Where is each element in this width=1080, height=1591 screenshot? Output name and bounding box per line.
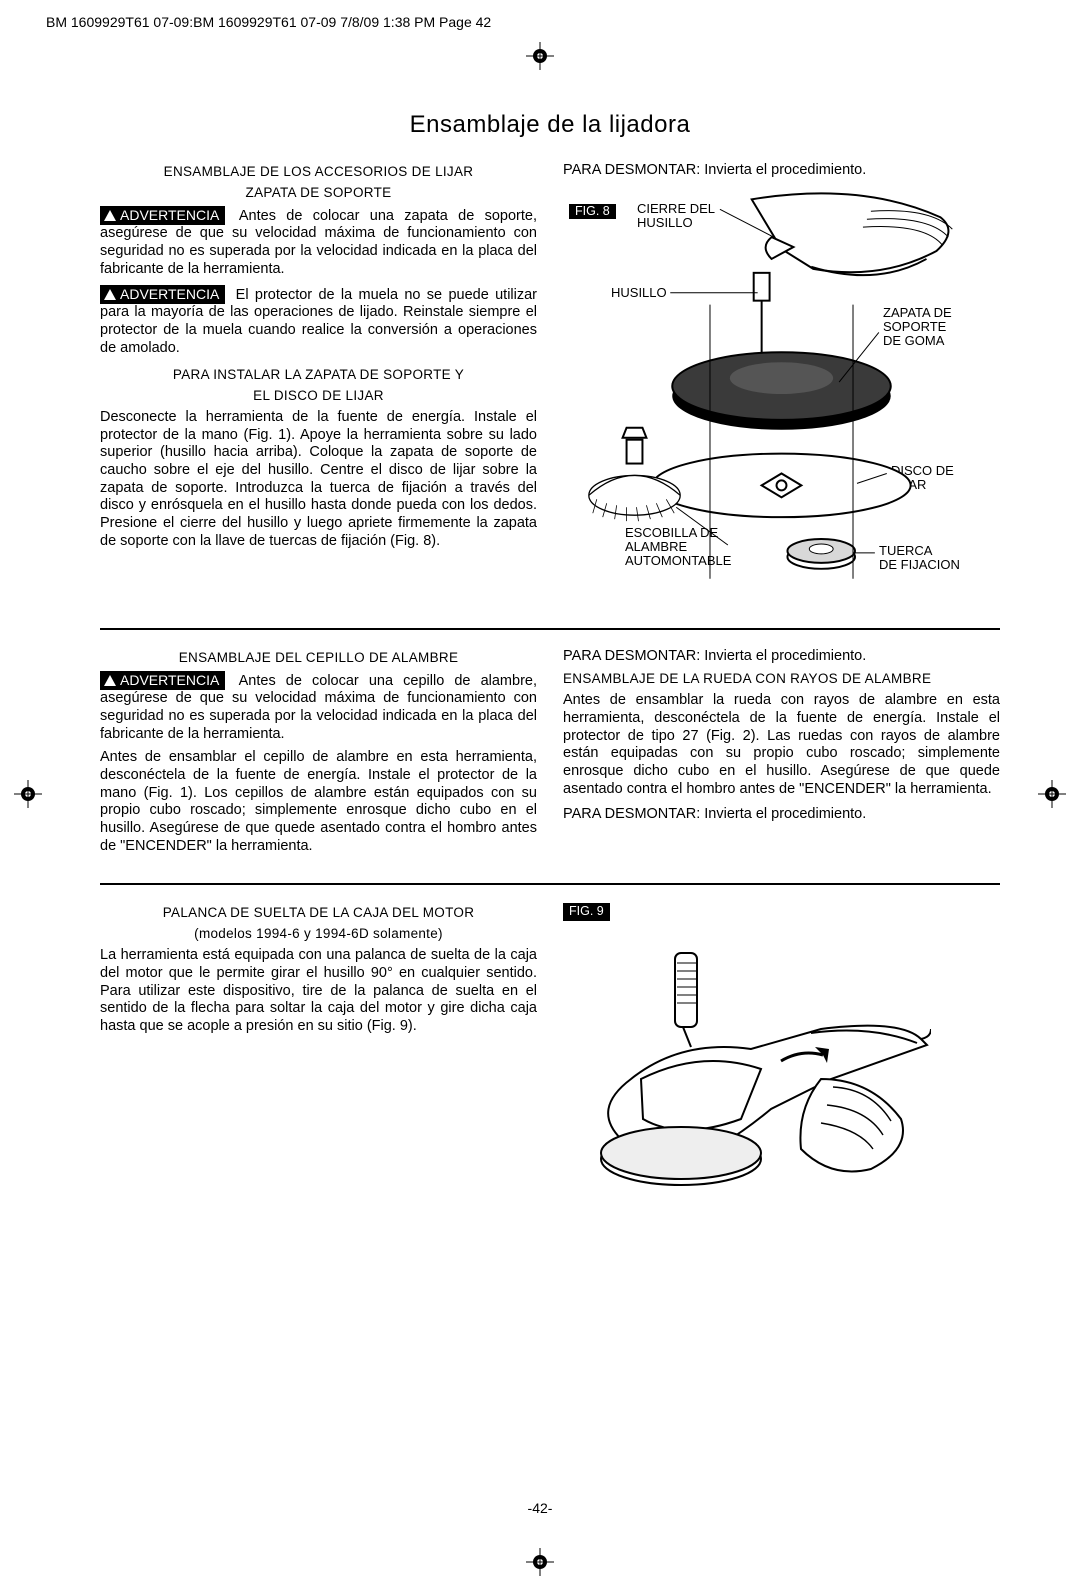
subheading: (modelos 1994-6 y 1994-6D solamente) [100,926,537,943]
registration-mark-icon [14,780,42,808]
subheading: ENSAMBLAJE DE LOS ACCESORIOS DE LIJAR [100,164,537,181]
print-header: BM 1609929T61 07-09:BM 1609929T61 07-09 … [0,0,1080,32]
section-divider [100,628,1000,630]
page-number: -42- [0,1500,1080,1518]
figure-9-diagram [571,929,931,1239]
registration-mark-icon [526,42,554,70]
subheading: EL DISCO DE LIJAR [100,388,537,405]
figure-label: FIG. 9 [563,903,610,921]
registration-mark-icon [1038,780,1066,808]
body-text: Antes de ensamblar la rueda con rayos de… [563,692,1000,798]
subheading: ZAPATA DE SOPORTE [100,185,537,202]
body-text: PARA DESMONTAR: Invierta el procedimient… [563,806,1000,824]
page-title: Ensamblaje de la lijadora [100,110,1000,140]
section-divider [100,883,1000,885]
body-text: ADVERTENCIA El protector de la muela no … [100,285,537,358]
subheading: ENSAMBLAJE DE LA RUEDA CON RAYOS DE ALAM… [563,671,1000,688]
registration-mark-icon [526,1548,554,1576]
body-text: ADVERTENCIA Antes de colocar una cepillo… [100,671,537,744]
subheading: PALANCA DE SUELTA DE LA CAJA DEL MOTOR [100,905,537,922]
figure-8-diagram: FIG. 8 CIERRE DELHUSILLO HUSILLO ZAPATA … [563,186,1000,606]
warning-badge: ADVERTENCIA [100,285,225,304]
subheading: ENSAMBLAJE DEL CEPILLO DE ALAMBRE [100,650,537,667]
body-text: Antes de ensamblar el cepillo de alambre… [100,749,537,855]
exploded-view-illustration [563,186,1000,606]
subheading: PARA INSTALAR LA ZAPATA DE SOPORTE Y [100,367,537,384]
body-text: ADVERTENCIA Antes de colocar una zapata … [100,206,537,279]
body-text: Desconecte la herramienta de la fuente d… [100,409,537,551]
body-text: La herramienta está equipada con una pal… [100,947,537,1035]
body-text: PARA DESMONTAR: Invierta el procedimient… [563,648,1000,666]
warning-badge: ADVERTENCIA [100,671,225,690]
warning-badge: ADVERTENCIA [100,206,225,225]
body-text: PARA DESMONTAR: Invierta el procedimient… [563,162,1000,180]
